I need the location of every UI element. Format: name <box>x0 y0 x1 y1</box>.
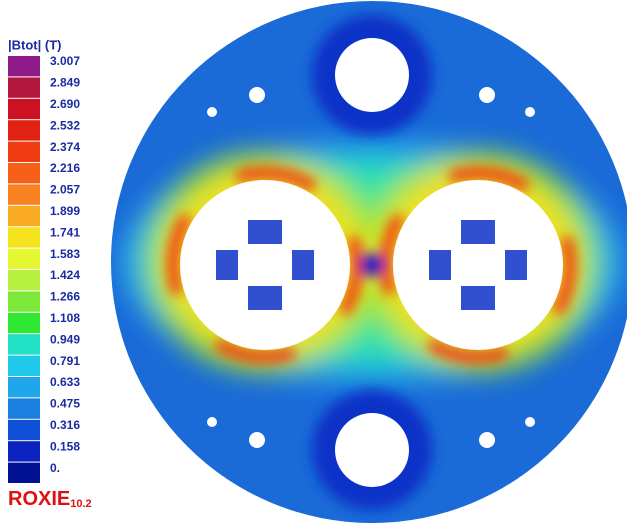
legend-label: 2.374 <box>50 140 80 154</box>
legend-swatch <box>8 270 40 290</box>
legend-label: 0.316 <box>50 418 80 432</box>
legend-swatch <box>8 99 40 119</box>
legend-swatch <box>8 142 40 162</box>
legend-label: 2.057 <box>50 183 80 197</box>
legend-label: 1.899 <box>50 204 80 218</box>
legend-label: 0.475 <box>50 397 80 411</box>
logo-name: ROXIE <box>8 488 70 510</box>
legend-swatch <box>8 313 40 333</box>
legend-label: 1.266 <box>50 290 80 304</box>
legend-swatch <box>8 206 40 226</box>
legend-swatch <box>8 163 40 183</box>
legend-swatch <box>8 227 40 247</box>
legend-label: 1.741 <box>50 225 80 239</box>
logo-version: 10.2 <box>70 498 91 510</box>
legend-swatch <box>8 356 40 376</box>
legend-label: 0.633 <box>50 375 80 389</box>
legend-swatch <box>8 77 40 97</box>
legend-label: 3.007 <box>50 54 80 68</box>
legend-label: 2.849 <box>50 76 80 90</box>
screen: |Btot| (T) 3.007 2.849 2.690 2.532 2.374 2.21… <box>0 0 627 526</box>
field-map: |Btot| (T) 3.007 2.849 2.690 2.532 2.374 2.21… <box>0 0 627 526</box>
legend-label: 1.108 <box>50 311 80 325</box>
legend-swatch <box>8 249 40 269</box>
legend-title: |Btot| (T) <box>8 37 61 52</box>
legend-swatch <box>8 463 40 483</box>
legend-swatch <box>8 120 40 140</box>
legend-swatch <box>8 441 40 461</box>
legend-label: 0.158 <box>50 439 80 453</box>
legend-label: 0.791 <box>50 354 80 368</box>
logo: ROXIE10.2 <box>8 488 92 510</box>
legend-label: 0.949 <box>50 332 80 346</box>
legend-label: 2.216 <box>50 161 80 175</box>
legend-label: 1.424 <box>50 268 80 282</box>
legend-swatch <box>8 420 40 440</box>
legend-swatch <box>8 398 40 418</box>
legend-swatch <box>8 291 40 311</box>
legend-label: 2.532 <box>50 118 80 132</box>
legend-swatch <box>8 56 40 76</box>
legend-swatch <box>8 334 40 354</box>
legend-swatch <box>8 184 40 204</box>
legend-label: 0. <box>50 461 60 475</box>
yoke <box>100 0 627 526</box>
legend-label: 1.583 <box>50 247 80 261</box>
legend-label: 2.690 <box>50 97 80 111</box>
legend-swatch <box>8 377 40 397</box>
legend: 3.007 2.849 2.690 2.532 2.374 2.216 2.057 1.899… <box>8 54 80 483</box>
